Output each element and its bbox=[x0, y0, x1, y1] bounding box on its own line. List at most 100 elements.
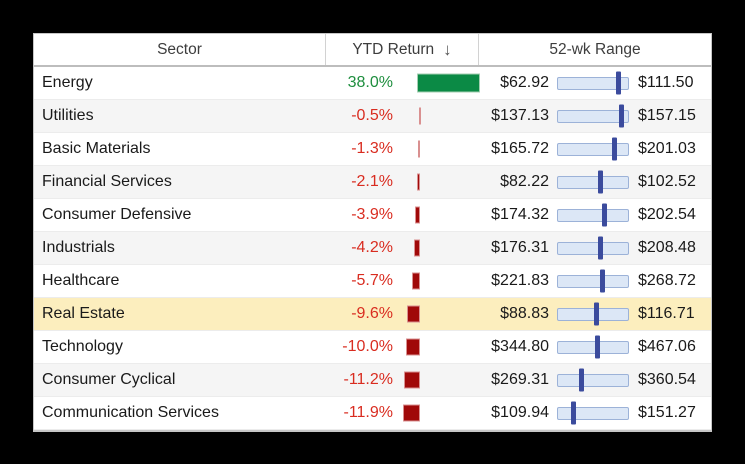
ytd-return-value: -11.9% bbox=[343, 404, 393, 421]
ytd-return-cell: -10.0% bbox=[326, 331, 479, 364]
range-high-price: $151.27 bbox=[638, 404, 696, 421]
range-cell: $88.83 $116.71 bbox=[479, 302, 711, 326]
range-low-price: $137.13 bbox=[491, 107, 549, 124]
range-low-price: $344.80 bbox=[491, 338, 549, 355]
current-price-marker bbox=[595, 335, 601, 359]
range-slider bbox=[557, 137, 629, 161]
column-header-sector[interactable]: Sector bbox=[34, 34, 326, 65]
table-row[interactable]: Industrials -4.2% $176.31 $208.48 bbox=[34, 232, 711, 265]
range-low-price: $88.83 bbox=[500, 305, 549, 322]
table-row[interactable]: Real Estate -9.6% $88.83 $116.71 bbox=[34, 298, 711, 331]
column-header-52wk-range[interactable]: 52-wk Range bbox=[479, 34, 711, 65]
ytd-bar-canvas bbox=[393, 298, 479, 331]
ytd-return-bar bbox=[414, 239, 420, 257]
range-high-price: $360.54 bbox=[638, 371, 696, 388]
ytd-bar-canvas bbox=[393, 67, 480, 100]
ytd-return-cell: -11.9% bbox=[326, 397, 479, 430]
sector-name: Communication Services bbox=[42, 404, 219, 421]
range-low-price: $176.31 bbox=[491, 239, 549, 256]
sector-performance-table: Sector YTD Return ↓ 52-wk Range Energy 3… bbox=[33, 33, 712, 432]
ytd-return-bar bbox=[406, 338, 420, 356]
range-slider bbox=[557, 335, 629, 359]
ytd-return-bar bbox=[412, 272, 420, 290]
range-slider bbox=[557, 302, 629, 326]
ytd-return-bar bbox=[406, 305, 420, 323]
table-row[interactable]: Consumer Defensive -3.9% $174.32 $202.54 bbox=[34, 199, 711, 232]
range-cell: $269.31 $360.54 bbox=[479, 368, 711, 392]
range-high-price: $202.54 bbox=[638, 206, 696, 223]
range-high-price: $467.06 bbox=[638, 338, 696, 355]
ytd-bar-canvas bbox=[393, 199, 479, 232]
sort-descending-arrow-icon[interactable]: ↓ bbox=[443, 40, 452, 59]
ytd-return-bar bbox=[418, 140, 421, 158]
ytd-return-bar bbox=[404, 371, 420, 389]
range-slider bbox=[557, 203, 629, 227]
table-row[interactable]: Technology -10.0% $344.80 $467.06 bbox=[34, 331, 711, 364]
table-row[interactable]: Utilities -0.5% $137.13 $157.15 bbox=[34, 100, 711, 133]
ytd-bar-canvas bbox=[393, 133, 479, 166]
current-price-marker bbox=[597, 236, 603, 260]
column-header-sector-label: Sector bbox=[157, 40, 202, 58]
sector-name: Basic Materials bbox=[42, 140, 151, 157]
range-high-price: $157.15 bbox=[638, 107, 696, 124]
range-high-price: $116.71 bbox=[638, 305, 695, 322]
range-cell: $174.32 $202.54 bbox=[479, 203, 711, 227]
ytd-return-bar bbox=[417, 73, 480, 93]
table-row[interactable]: Communication Services -11.9% $109.94 $1… bbox=[34, 397, 711, 430]
ytd-return-value: -4.2% bbox=[351, 239, 393, 256]
ytd-return-value: -5.7% bbox=[351, 272, 393, 289]
range-low-price: $109.94 bbox=[491, 404, 549, 421]
ytd-return-value: -3.9% bbox=[351, 206, 393, 223]
ytd-return-cell: -0.5% bbox=[326, 100, 479, 133]
range-cell: $165.72 $201.03 bbox=[479, 137, 711, 161]
ytd-return-value: -0.5% bbox=[351, 107, 393, 124]
range-cell: $221.83 $268.72 bbox=[479, 269, 711, 293]
sector-name: Energy bbox=[42, 74, 93, 91]
ytd-return-cell: -11.2% bbox=[326, 364, 479, 397]
current-price-marker bbox=[594, 302, 599, 326]
range-low-price: $221.83 bbox=[491, 272, 549, 289]
table-row[interactable]: Financial Services -2.1% $82.22 $102.52 bbox=[34, 166, 711, 199]
range-slider bbox=[557, 71, 629, 95]
range-high-price: $201.03 bbox=[638, 140, 696, 157]
ytd-return-value: -11.2% bbox=[343, 371, 393, 388]
range-low-price: $269.31 bbox=[491, 371, 549, 388]
ytd-return-cell: -1.3% bbox=[326, 133, 479, 166]
range-high-price: $208.48 bbox=[638, 239, 696, 256]
ytd-return-bar bbox=[417, 173, 420, 191]
range-slider bbox=[557, 104, 629, 128]
range-low-price: $62.92 bbox=[500, 74, 549, 91]
range-low-price: $82.22 bbox=[500, 173, 549, 190]
current-price-marker bbox=[600, 269, 606, 293]
ytd-return-value: -9.6% bbox=[351, 305, 393, 322]
column-header-ytd-return[interactable]: YTD Return ↓ bbox=[326, 34, 479, 65]
table-row[interactable]: Basic Materials -1.3% $165.72 $201.03 bbox=[34, 133, 711, 166]
range-cell: $137.13 $157.15 bbox=[479, 104, 711, 128]
range-high-price: $268.72 bbox=[638, 272, 696, 289]
sector-name: Financial Services bbox=[42, 173, 172, 190]
table-row[interactable]: Energy 38.0% $62.92 $111.50 bbox=[34, 67, 711, 100]
ytd-bar-canvas bbox=[393, 232, 479, 265]
current-price-marker bbox=[579, 368, 585, 392]
range-slider bbox=[557, 236, 629, 260]
range-slider bbox=[557, 170, 629, 194]
ytd-bar-canvas bbox=[393, 265, 479, 298]
sector-name: Utilities bbox=[42, 107, 94, 124]
ytd-return-value: 38.0% bbox=[347, 74, 393, 91]
ytd-return-cell: -4.2% bbox=[326, 232, 479, 265]
column-header-range-label: 52-wk Range bbox=[549, 40, 641, 58]
current-price-marker bbox=[597, 170, 603, 194]
range-low-price: $174.32 bbox=[491, 206, 549, 223]
ytd-return-bar bbox=[414, 206, 420, 224]
range-cell: $82.22 $102.52 bbox=[479, 170, 711, 194]
table-row[interactable]: Consumer Cyclical -11.2% $269.31 $360.54 bbox=[34, 364, 711, 397]
ytd-return-bar bbox=[403, 404, 420, 422]
table-body: Energy 38.0% $62.92 $111.50 Utilities -0… bbox=[34, 67, 711, 430]
range-slider bbox=[557, 368, 629, 392]
range-high-price: $102.52 bbox=[638, 173, 696, 190]
range-slider bbox=[557, 401, 629, 425]
range-low-price: $165.72 bbox=[491, 140, 549, 157]
table-row[interactable]: Healthcare -5.7% $221.83 $268.72 bbox=[34, 265, 711, 298]
ytd-bar-canvas bbox=[393, 397, 479, 430]
sector-name: Technology bbox=[42, 338, 123, 355]
